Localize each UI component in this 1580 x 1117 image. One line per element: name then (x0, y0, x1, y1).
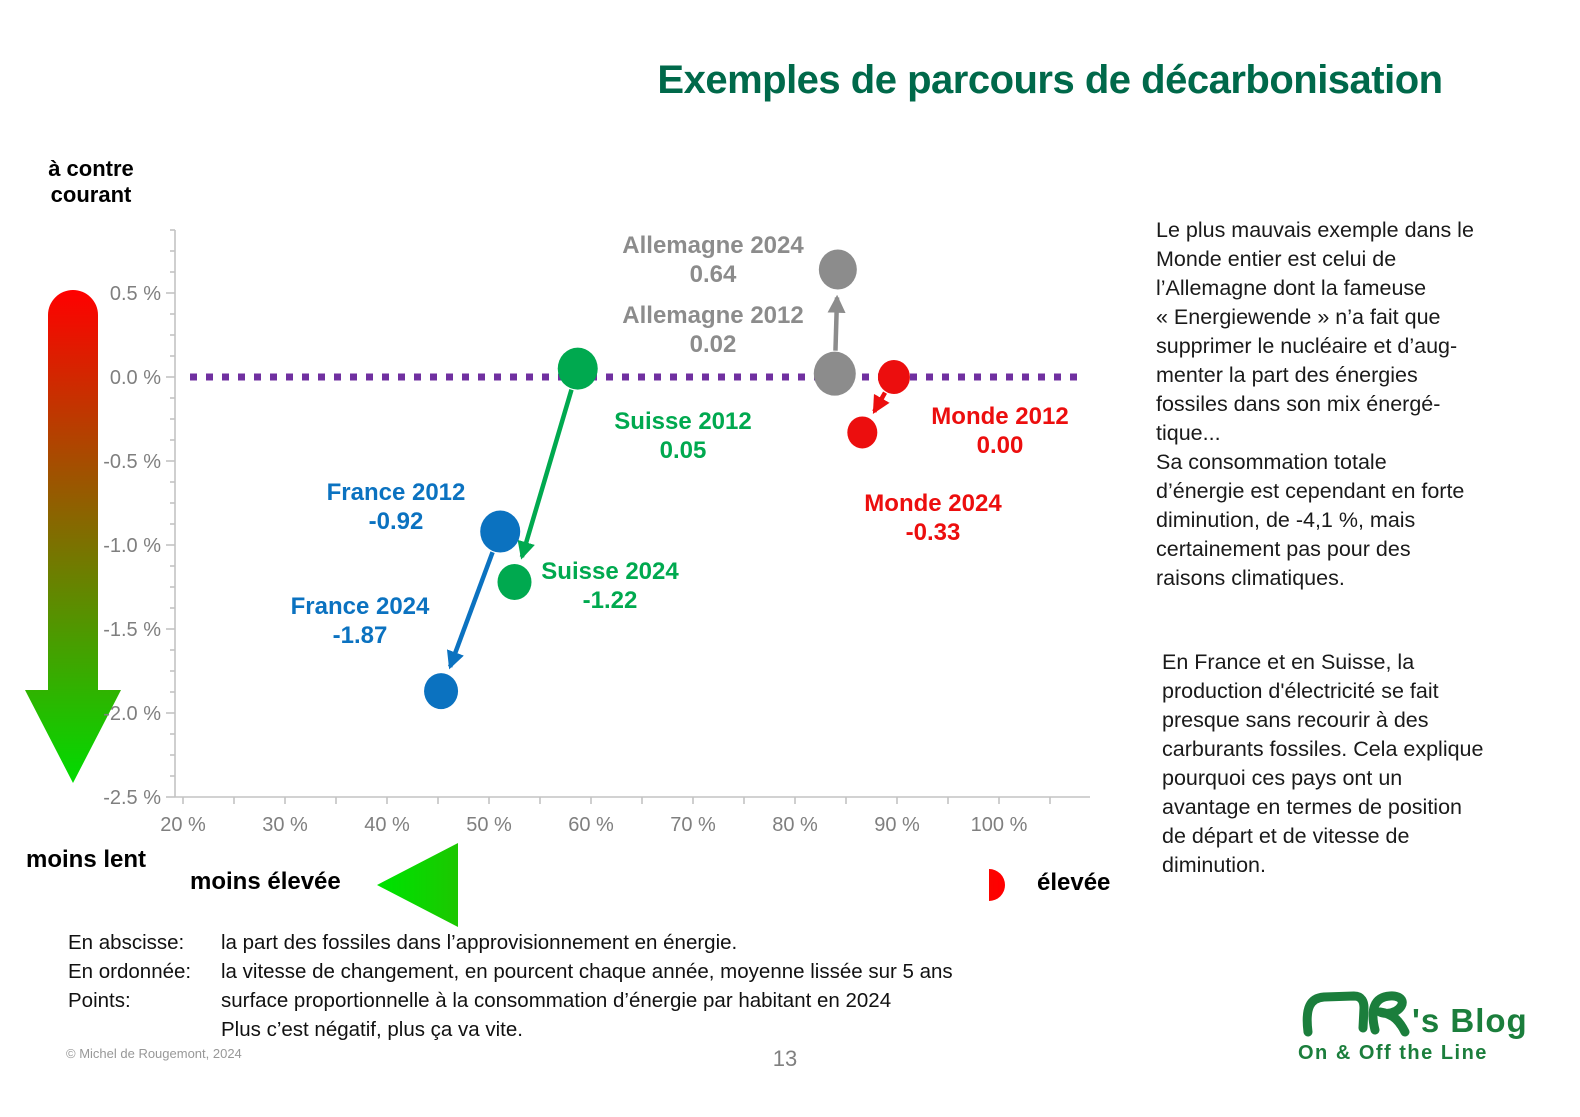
data-point-suisse-2012 (557, 347, 598, 390)
share-axis-label-lower: moins élevée (190, 868, 341, 895)
legend-desc: la vitesse de changement, en pourcent ch… (221, 960, 953, 983)
chart-reading-legend: En abscisse: la part des fossiles dans l… (68, 928, 953, 1044)
blog-logo: 's Blog On & Off the Line (1298, 982, 1528, 1065)
y-tick-label: -2.0 % (103, 703, 161, 725)
legend-row-points: Points: surface proportionnelle à la con… (68, 986, 953, 1044)
legend-row-ordonnee: En ordonnée: la vitesse de changement, e… (68, 957, 953, 986)
page-title: Exemples de parcours de décarbonisation (657, 58, 1443, 102)
copyright: © Michel de Rougemont, 2024 (66, 1046, 242, 1061)
speed-axis-label-slower: moins lent (26, 846, 147, 873)
trajectory-arrow-france (446, 551, 495, 670)
x-tick-label: 20 % (160, 814, 206, 836)
point-value-label: 0.02 (690, 331, 737, 358)
legend-desc: surface proportionnelle à la consommatio… (221, 989, 892, 1041)
trajectory-arrow-monde (872, 391, 890, 414)
y-tick-label: 0.5 % (110, 283, 161, 305)
blog-logo-top: 's Blog (1298, 982, 1528, 1040)
y-axis-annotation-counter-current: à contre courant (48, 156, 134, 207)
point-value-label: -0.33 (906, 519, 961, 546)
x-tick-label: 50 % (466, 814, 512, 836)
y-tick-label: -0.5 % (103, 451, 161, 473)
mr-monogram-icon (1302, 991, 1410, 1037)
note-germany: Le plus mauvais exemple dans le Monde en… (1156, 218, 1474, 590)
data-point-allemagne-2024 (818, 249, 857, 290)
point-value-label: 0.64 (690, 261, 737, 288)
point-label: Allemagne 2012 (622, 302, 803, 329)
point-value-label: -1.87 (333, 622, 388, 649)
data-point-france-2024 (424, 673, 459, 710)
point-label: Monde 2012 (931, 403, 1068, 430)
x-tick-label: 60 % (568, 814, 614, 836)
point-label: France 2012 (327, 479, 466, 506)
y-tick-label: 0.0 % (110, 367, 161, 389)
x-tick-label: 90 % (874, 814, 920, 836)
y-tick-label: -1.0 % (103, 535, 161, 557)
fossil-share-gradient-arrow-icon (377, 843, 1005, 927)
page-number: 13 (772, 1046, 798, 1071)
note-france-suisse: En France et en Suisse, la production d'… (1162, 650, 1484, 877)
speed-gradient-arrow-icon (25, 290, 121, 783)
x-tick-label: 40 % (364, 814, 410, 836)
legend-term: Points: (68, 989, 131, 1012)
x-tick-label: 80 % (772, 814, 818, 836)
y-tick-label: -2.5 % (103, 787, 161, 809)
point-label: Monde 2024 (864, 490, 1002, 517)
data-point-monde-2012 (877, 360, 910, 394)
data-point-france-2012 (480, 510, 521, 553)
legend-term: En abscisse: (68, 931, 185, 954)
point-label: France 2024 (291, 593, 430, 620)
x-tick-label: 70 % (670, 814, 716, 836)
blog-logo-tagline: On & Off the Line (1298, 1042, 1488, 1064)
point-value-label: -0.92 (369, 508, 424, 535)
trajectory-arrow-allemagne (827, 294, 846, 351)
x-tick-label: 30 % (262, 814, 308, 836)
point-value-label: 0.00 (977, 432, 1024, 459)
point-value-label: -1.22 (583, 587, 638, 614)
data-point-allemagne-2012 (813, 351, 856, 396)
point-value-label: 0.05 (660, 437, 707, 464)
trajectory-arrow-suisse (517, 389, 574, 560)
x-tick-label: 100 % (971, 814, 1028, 836)
point-label: Suisse 2024 (541, 558, 679, 585)
legend-desc: la part des fossiles dans l’approvisionn… (221, 931, 738, 954)
y-tick-label: -1.5 % (103, 619, 161, 641)
point-label: Allemagne 2024 (622, 232, 804, 259)
data-point-suisse-2024 (497, 563, 532, 600)
share-axis-label-higher: élevée (1037, 869, 1111, 896)
legend-term: En ordonnée: (68, 960, 192, 983)
point-label: Suisse 2012 (614, 408, 751, 435)
legend-row-abscisse: En abscisse: la part des fossiles dans l… (68, 928, 953, 957)
data-point-monde-2024 (847, 416, 878, 449)
blog-logo-text: 's Blog (1412, 1002, 1528, 1039)
